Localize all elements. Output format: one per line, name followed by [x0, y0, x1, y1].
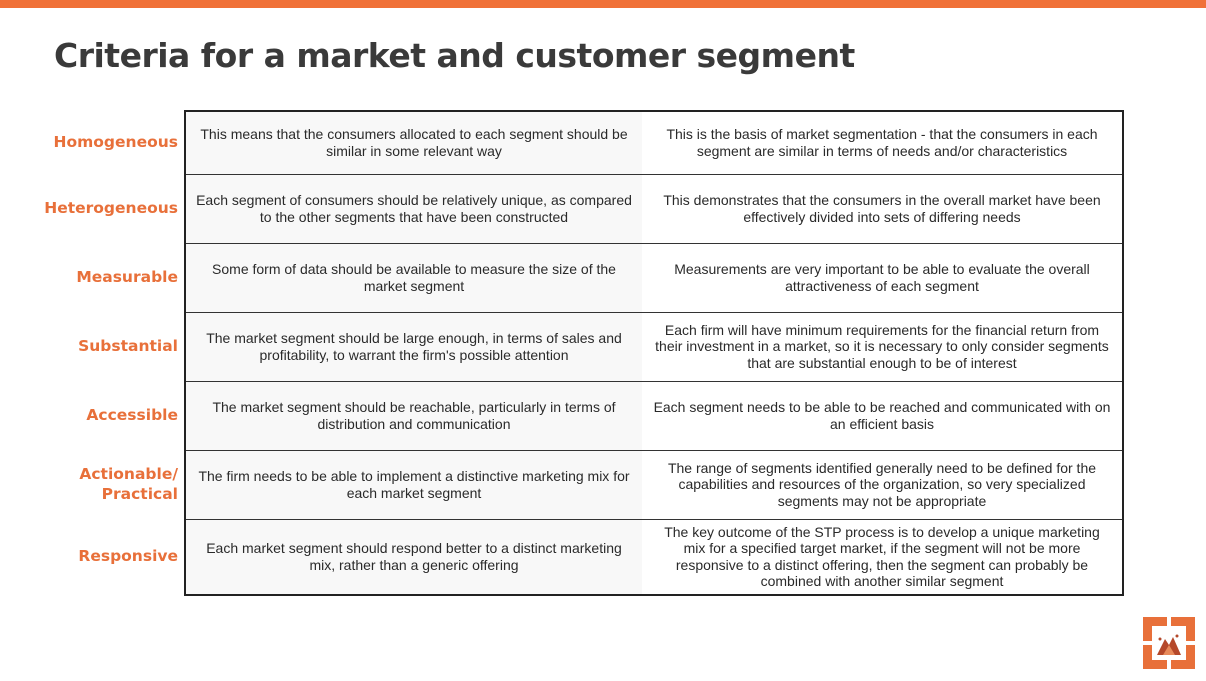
criteria-table: This means that the consumers allocated … — [184, 110, 1124, 596]
criterion-label: Homogeneous — [53, 132, 178, 151]
table-row: The firm needs to be able to implement a… — [185, 449, 1123, 519]
mountain-square-logo-icon — [1143, 617, 1195, 669]
explanation-cell: Each segment needs to be able to be reac… — [642, 380, 1123, 450]
definition-cell: The market segment should be large enoug… — [185, 311, 642, 381]
definition-cell: Each market segment should respond bette… — [185, 518, 642, 595]
explanation-cell: Each firm will have minimum requirements… — [642, 311, 1123, 381]
criterion-label: Accessible — [86, 405, 178, 424]
criterion-label: Actionable/ Practical — [79, 464, 178, 503]
explanation-cell: This demonstrates that the consumers in … — [642, 173, 1123, 243]
table-row: This means that the consumers allocated … — [185, 110, 1123, 174]
top-accent-bar — [0, 0, 1206, 8]
explanation-cell: Measurements are very important to be ab… — [642, 242, 1123, 312]
page-title: Criteria for a market and customer segme… — [54, 36, 855, 75]
definition-cell: The firm needs to be able to implement a… — [185, 449, 642, 519]
criterion-label: Substantial — [78, 336, 178, 355]
table-row: Some form of data should be available to… — [185, 242, 1123, 312]
definition-cell: The market segment should be reachable, … — [185, 380, 642, 450]
criterion-label: Responsive — [78, 547, 178, 565]
table-row: Each segment of consumers should be rela… — [185, 173, 1123, 243]
definition-cell: This means that the consumers allocated … — [185, 110, 642, 174]
table-row: Each market segment should respond bette… — [185, 518, 1123, 595]
explanation-cell: The key outcome of the STP process is to… — [642, 518, 1123, 595]
explanation-cell: This is the basis of market segmentation… — [642, 110, 1123, 174]
explanation-cell: The range of segments identified general… — [642, 449, 1123, 519]
criterion-label: Heterogeneous — [44, 198, 178, 217]
table-row: The market segment should be large enoug… — [185, 311, 1123, 381]
definition-cell: Some form of data should be available to… — [185, 242, 642, 312]
criterion-label: Measurable — [76, 267, 178, 286]
table-row: The market segment should be reachable, … — [185, 380, 1123, 450]
definition-cell: Each segment of consumers should be rela… — [185, 173, 642, 243]
